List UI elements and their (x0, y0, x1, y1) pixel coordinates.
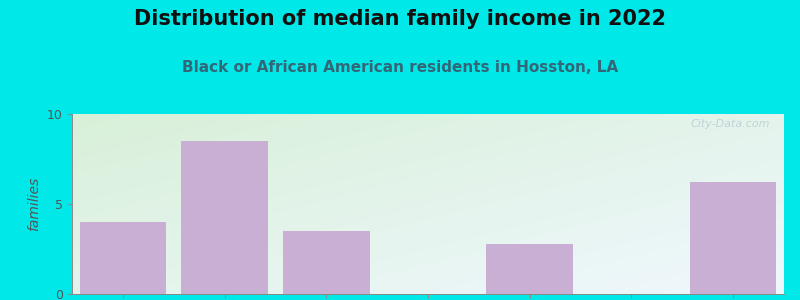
Text: City-Data.com: City-Data.com (690, 119, 770, 129)
Text: Distribution of median family income in 2022: Distribution of median family income in … (134, 9, 666, 29)
Bar (182, 141, 268, 294)
Bar (486, 244, 573, 294)
Text: Black or African American residents in Hosston, LA: Black or African American residents in H… (182, 60, 618, 75)
Y-axis label: families: families (27, 177, 42, 231)
Bar (283, 231, 370, 294)
Bar (80, 222, 166, 294)
Bar (690, 182, 776, 294)
